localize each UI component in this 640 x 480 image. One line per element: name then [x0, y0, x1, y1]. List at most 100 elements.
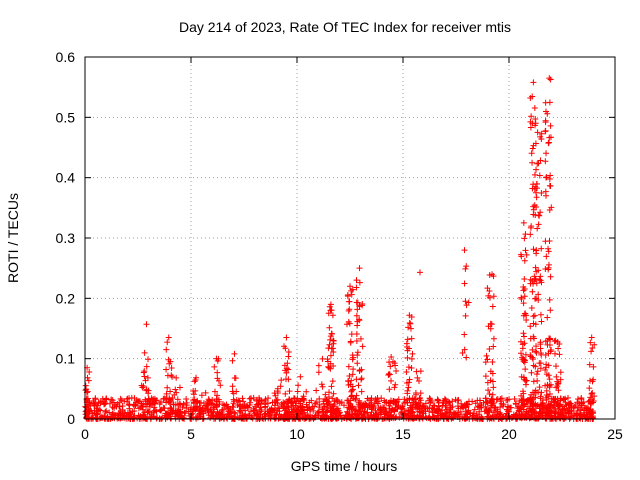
roti-point — [223, 405, 230, 412]
roti-point — [518, 350, 525, 357]
roti-point — [348, 406, 355, 413]
roti-point — [536, 410, 543, 417]
roti-point — [200, 405, 207, 411]
roti-point — [135, 405, 142, 412]
roti-point — [146, 403, 153, 410]
roti-point — [533, 166, 540, 173]
roti-point — [369, 414, 376, 421]
roti-point — [532, 348, 539, 355]
roti-point — [582, 404, 589, 411]
roti-point — [442, 403, 449, 410]
roti-point — [521, 340, 528, 347]
roti-point — [243, 415, 250, 422]
roti-point — [313, 387, 320, 394]
roti-point — [277, 383, 284, 390]
roti-point — [168, 365, 175, 372]
roti-point — [348, 331, 355, 338]
roti-point — [590, 363, 597, 370]
roti-point — [164, 372, 171, 379]
roti-point — [166, 399, 173, 406]
roti-point — [156, 415, 163, 422]
roti-point — [349, 387, 356, 394]
roti-point — [256, 396, 263, 403]
roti-point — [537, 393, 544, 400]
roti-point — [537, 273, 544, 280]
roti-point — [533, 194, 540, 201]
roti-point — [483, 352, 490, 359]
roti-point — [389, 358, 396, 365]
roti-point — [134, 398, 141, 405]
roti-point — [255, 411, 262, 418]
roti-point — [486, 391, 493, 398]
roti-point — [143, 363, 150, 370]
roti-point — [141, 409, 148, 416]
roti-point — [324, 400, 331, 407]
roti-point — [487, 320, 494, 327]
roti-point — [381, 411, 388, 418]
roti-point — [547, 122, 554, 129]
roti-point — [537, 365, 544, 372]
x-tick-label: 0 — [81, 426, 89, 442]
roti-point — [536, 172, 543, 179]
roti-point — [349, 356, 356, 363]
grid-lines — [85, 57, 615, 419]
roti-point — [500, 401, 507, 408]
roti-point — [325, 358, 332, 365]
roti-point — [341, 402, 348, 409]
roti-point — [85, 402, 92, 409]
roti-point — [547, 336, 554, 343]
roti-point — [532, 321, 539, 328]
roti-point — [535, 267, 542, 274]
roti-point — [535, 414, 542, 421]
roti-point — [326, 324, 333, 331]
roti-point — [490, 415, 497, 422]
roti-point — [521, 275, 528, 282]
roti-point — [414, 374, 421, 381]
roti-point — [179, 415, 186, 422]
roti-point — [490, 384, 497, 391]
roti-point — [301, 407, 308, 414]
roti-point — [180, 401, 187, 408]
roti-point — [355, 382, 362, 389]
roti-point — [404, 336, 411, 343]
roti-point — [538, 245, 545, 252]
y-tick-label: 0.4 — [56, 170, 76, 186]
roti-point — [530, 378, 537, 385]
roti-point — [350, 366, 357, 373]
roti-point — [209, 400, 216, 407]
roti-point — [330, 402, 337, 409]
roti-point — [527, 224, 534, 231]
roti-point — [214, 369, 221, 376]
roti-point — [356, 367, 363, 374]
roti-point — [546, 182, 553, 189]
roti-point — [543, 253, 550, 260]
roti-point — [547, 403, 554, 410]
roti-point — [533, 371, 540, 378]
roti-point — [458, 400, 465, 407]
roti-point — [533, 185, 540, 192]
roti-point — [164, 384, 171, 391]
roti-point — [144, 374, 151, 381]
roti-point — [285, 353, 292, 360]
roti-point — [486, 294, 493, 301]
roti-point — [482, 373, 489, 380]
roti-point — [545, 245, 552, 252]
roti-point — [175, 405, 182, 412]
roti-point — [580, 399, 587, 406]
roti-point — [415, 402, 422, 409]
roti-point — [404, 347, 411, 354]
roti-point — [406, 312, 413, 319]
roti-point — [356, 265, 363, 272]
roti-point — [557, 412, 564, 419]
roti-point — [524, 397, 531, 404]
roti-point — [330, 363, 337, 370]
roti-point — [140, 400, 147, 407]
roti-point — [538, 189, 545, 196]
roti-point — [568, 402, 575, 409]
roti-point — [536, 360, 543, 367]
roti-point — [224, 412, 231, 419]
roti-point — [313, 399, 320, 406]
roti-point — [354, 360, 361, 367]
roti-point — [349, 371, 356, 378]
roti-point — [538, 279, 545, 286]
